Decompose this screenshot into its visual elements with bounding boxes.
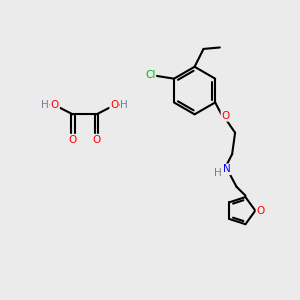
Text: O: O [69,135,77,145]
Text: O: O [110,100,118,110]
Text: O: O [92,135,101,145]
Text: N: N [223,164,231,174]
Text: H: H [120,100,128,110]
Text: O: O [51,100,59,110]
Text: O: O [221,111,230,121]
Text: Cl: Cl [145,70,155,80]
Text: O: O [256,206,265,216]
Text: H: H [214,168,222,178]
Text: H: H [41,100,49,110]
